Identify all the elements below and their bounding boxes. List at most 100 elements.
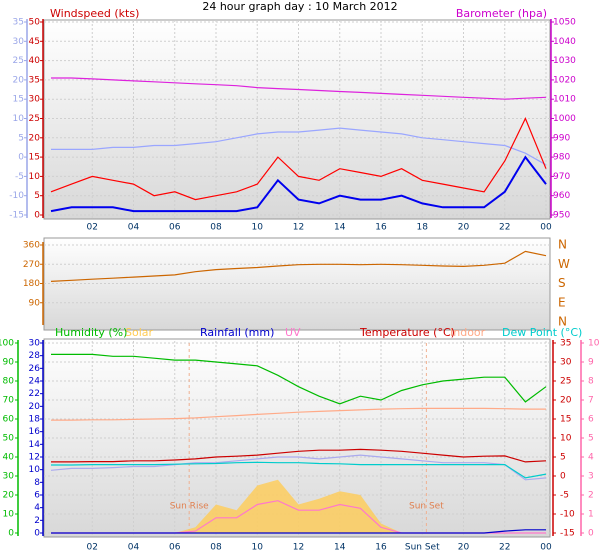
y-tick-label: 35: [560, 339, 571, 349]
y-tick-label: S: [558, 276, 566, 290]
y-tick-label: 5: [588, 434, 594, 444]
y-tick-label: 0: [8, 529, 14, 539]
y-tick-label: 10: [13, 114, 25, 124]
x-tick-label: 10: [252, 543, 264, 553]
y-tick-label: E: [558, 295, 566, 309]
legend-label: Indoor: [450, 326, 486, 339]
x-tick-label: Sun Set: [405, 543, 440, 553]
series-line: [50, 454, 547, 481]
x-tick-label: 02: [87, 543, 98, 553]
x-tick-label: 16: [375, 543, 387, 553]
x-tick-label: 14: [334, 223, 346, 233]
y-tick-label: 0: [34, 529, 40, 539]
y-tick-label: 26: [29, 364, 41, 374]
x-tick-label: 08: [210, 543, 222, 553]
y-tick-label: -10: [9, 191, 24, 201]
y-tick-label: 990: [553, 133, 570, 143]
series-line: [51, 461, 547, 479]
y-tick-label: 90: [29, 298, 41, 308]
y-tick-label: 40: [29, 56, 41, 66]
x-tick-label: 22: [499, 543, 510, 553]
y-tick-label: 8: [588, 377, 594, 387]
y-tick-label: 960: [553, 191, 570, 201]
y-tick-label: 950: [553, 211, 570, 221]
axis-label: Windspeed (kts): [50, 7, 139, 20]
y-tick-label: 1000: [553, 114, 576, 124]
x-tick-label: 12: [293, 223, 304, 233]
y-tick-label: 5: [34, 191, 40, 201]
y-tick-label: 30: [3, 472, 15, 482]
y-tick-label: 20: [560, 396, 572, 406]
x-tick-label: 00: [540, 543, 552, 553]
y-tick-label: 0: [18, 153, 24, 163]
y-tick-label: 5: [18, 133, 24, 143]
x-tick-label: 04: [128, 543, 140, 553]
y-tick-label: 30: [13, 37, 25, 47]
y-tick-label: 20: [13, 75, 25, 85]
y-tick-label: 970: [553, 172, 570, 182]
legend-label: Temperature (°C): [359, 326, 455, 339]
y-tick-label: 12: [29, 453, 40, 463]
series-line: [51, 407, 546, 421]
y-tick-label: 8: [34, 478, 40, 488]
y-tick-label: -15: [9, 211, 24, 221]
y-tick-label: -15: [560, 529, 575, 539]
y-tick-label: 80: [3, 377, 15, 387]
series-line: [50, 155, 547, 213]
legend-label: Solar: [125, 326, 154, 339]
y-tick-label: 25: [560, 377, 571, 387]
y-tick-label: 10: [588, 339, 600, 349]
y-tick-label: 28: [29, 351, 41, 361]
x-tick-label: 20: [458, 223, 470, 233]
x-tick-label: 10: [252, 223, 264, 233]
annotation: Sun Set: [409, 502, 444, 512]
y-tick-label: 50: [29, 18, 41, 28]
y-tick-label: 360: [23, 241, 40, 251]
plot-area: [43, 19, 551, 220]
y-tick-label: 90: [3, 358, 15, 368]
axis-label: Barometer (hpa): [456, 7, 547, 20]
y-tick-label: 1040: [553, 37, 576, 47]
x-tick-label: 08: [210, 223, 222, 233]
legend-label: Humidity (%): [55, 326, 127, 339]
y-tick-label: 60: [3, 415, 15, 425]
x-tick-label: 18: [417, 223, 429, 233]
y-tick-label: 0: [588, 529, 594, 539]
y-tick-label: 5: [560, 453, 566, 463]
y-tick-label: 100: [0, 339, 14, 349]
x-tick-label: 00: [540, 223, 552, 233]
y-tick-label: 1020: [553, 75, 576, 85]
y-tick-label: -5: [15, 172, 24, 182]
y-tick-label: -5: [560, 491, 569, 501]
y-tick-label: 0: [34, 211, 40, 221]
x-tick-label: 16: [375, 223, 387, 233]
y-tick-label: 980: [553, 153, 570, 163]
y-tick-label: 3: [588, 472, 594, 482]
chart-title: 24 hour graph day : 10 March 2012: [202, 0, 397, 13]
y-tick-label: N: [558, 315, 567, 329]
y-tick-label: 1010: [553, 95, 576, 105]
y-tick-label: 20: [3, 491, 15, 501]
y-tick-label: 10: [29, 172, 41, 182]
series-line: [50, 250, 547, 282]
y-tick-label: 9: [588, 358, 594, 368]
y-tick-label: 2: [588, 491, 594, 501]
y-tick-label: N: [558, 238, 567, 252]
y-tick-label: 15: [13, 95, 24, 105]
y-tick-label: 15: [29, 153, 40, 163]
y-tick-label: 50: [3, 434, 15, 444]
x-tick-label: 04: [128, 223, 140, 233]
series-area: [51, 479, 546, 533]
series-line: [51, 353, 547, 405]
y-tick-label: 270: [23, 260, 40, 270]
legend-label: Dew Point (°C): [502, 326, 582, 339]
y-tick-label: 1: [588, 510, 594, 520]
y-tick-label: 6: [588, 415, 594, 425]
y-tick-label: -10: [560, 510, 575, 520]
y-tick-label: 18: [29, 415, 41, 425]
y-tick-label: 30: [29, 95, 41, 105]
y-tick-label: 0: [560, 472, 566, 482]
y-tick-label: 1050: [553, 18, 576, 28]
y-tick-label: 4: [34, 503, 40, 513]
